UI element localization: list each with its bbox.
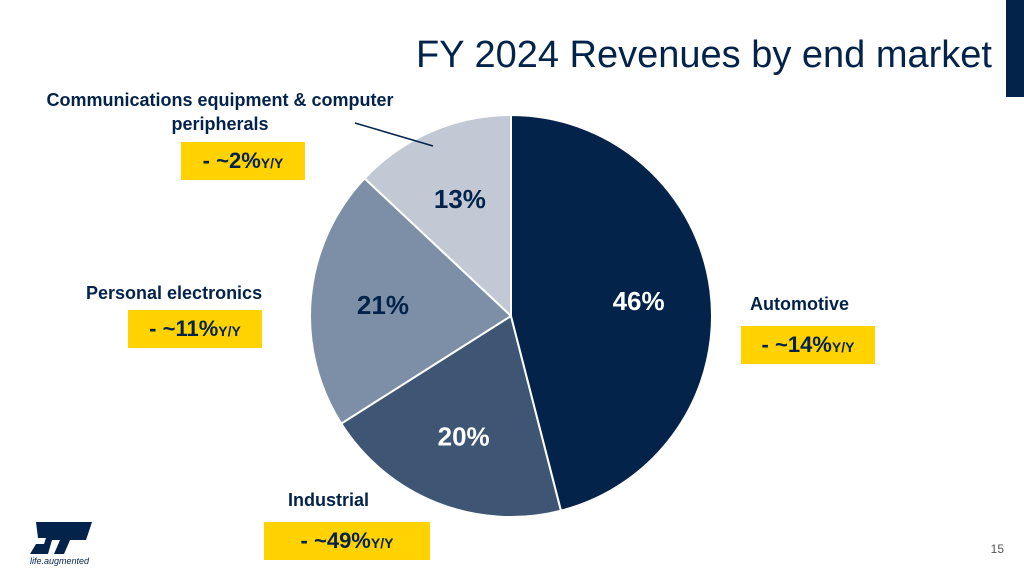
- pie-value-label: 46%: [613, 286, 665, 316]
- yoy-badge-industrial: - ~ 49% Y/Y: [264, 522, 430, 560]
- yoy-prefix: - ~: [202, 148, 229, 173]
- callout-line: [354, 122, 434, 147]
- accent-bar: [1006, 0, 1024, 97]
- yoy-value: 14%: [787, 332, 832, 357]
- yoy-prefix: - ~: [761, 332, 788, 357]
- yoy-value: 2%: [228, 148, 261, 173]
- yoy-badge-communications: - ~ 2% Y/Y: [181, 142, 305, 180]
- pie-value-label: 21%: [357, 290, 409, 320]
- yoy-badge-personal-electronics: - ~ 11% Y/Y: [128, 310, 262, 348]
- yoy-badge-automotive: - ~ 14% Y/Y: [741, 326, 875, 364]
- pie-value-label: 13%: [434, 184, 486, 214]
- yoy-value: 11%: [175, 316, 219, 341]
- pie-slice-personal: [309, 176, 513, 426]
- yoy-value: 49%: [326, 528, 371, 553]
- yoy-prefix: - ~: [300, 528, 327, 553]
- label-communications: Communications equipment & computer peri…: [46, 90, 394, 134]
- pie-slice-industrial: [339, 314, 563, 518]
- pie-slice-communications: [363, 113, 512, 319]
- st-logo-icon: [30, 522, 92, 554]
- yoy-unit: Y/Y: [370, 535, 394, 551]
- label-industrial: Industrial: [288, 490, 370, 510]
- page-number: 15: [990, 542, 1004, 556]
- pie-slice-automotive: [510, 113, 713, 512]
- logo-tagline: life.augmented: [30, 556, 90, 566]
- pie-value-label: 20%: [438, 422, 490, 452]
- yoy-unit: Y/Y: [831, 339, 855, 355]
- yoy-unit: Y/Y: [218, 323, 241, 339]
- page-title: FY 2024 Revenues by end market: [416, 34, 992, 76]
- yoy-prefix: - ~: [149, 316, 176, 341]
- label-automotive: Automotive: [750, 294, 849, 314]
- yoy-unit: Y/Y: [260, 155, 284, 171]
- label-personal-electronics: Personal electronics: [86, 283, 263, 303]
